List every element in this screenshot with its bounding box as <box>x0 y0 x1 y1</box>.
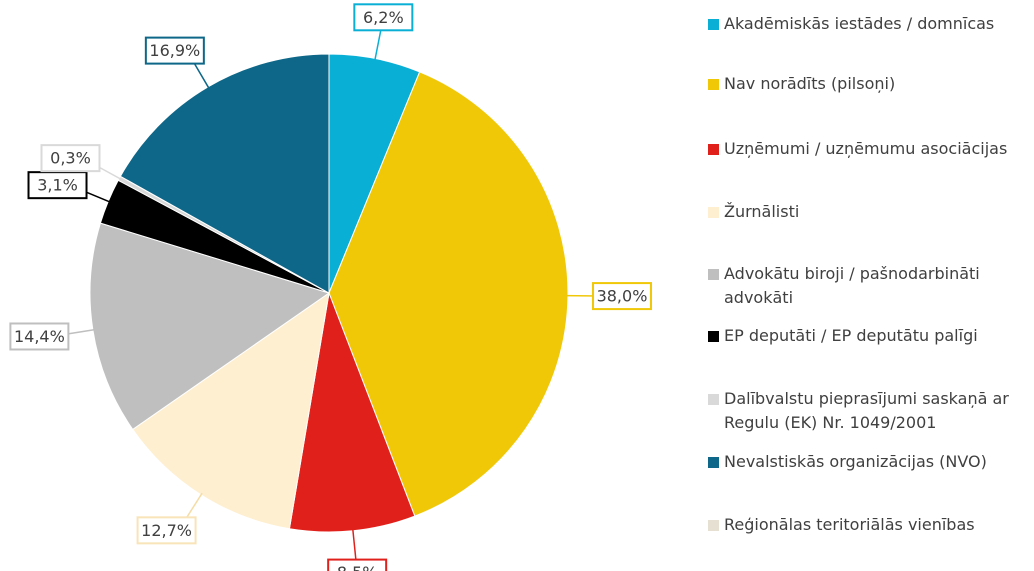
label-box <box>136 516 197 545</box>
label-box <box>327 558 388 571</box>
legend-item: Akadēmiskās iestādes / domnīcas <box>708 12 1028 36</box>
data-label: 14,4% <box>14 327 65 346</box>
legend-swatch <box>708 144 719 155</box>
data-label: 16,9% <box>149 41 200 60</box>
legend-label: Nevalstiskās organizācijas (NVO) <box>724 452 987 471</box>
legend-swatch <box>708 79 719 90</box>
label-box <box>591 282 652 311</box>
label-box <box>27 171 88 200</box>
label-box <box>353 3 414 32</box>
legend-item: Nav norādīts (pilsoņi) <box>708 72 1028 96</box>
legend-label: Nav norādīts (pilsoņi) <box>724 74 896 93</box>
data-label: 6,2% <box>363 8 404 27</box>
legend-item: Žurnālisti <box>708 200 1028 224</box>
legend-swatch <box>708 520 719 531</box>
legend-item: Reģionālas teritoriālās vienības <box>708 513 1028 537</box>
legend-item: Nevalstiskās organizācijas (NVO) <box>708 450 1028 474</box>
data-label: 8,5% <box>337 563 378 571</box>
legend-swatch <box>708 331 719 342</box>
legend-label: Akadēmiskās iestādes / domnīcas <box>724 14 995 33</box>
label-box <box>144 36 205 65</box>
legend-label: Žurnālisti <box>724 202 800 221</box>
legend-swatch <box>708 457 719 468</box>
data-label: 38,0% <box>597 287 648 306</box>
legend-label: EP deputāti / EP deputātu palīgi <box>724 326 978 345</box>
legend-label: Dalībvalstu pieprasījumi saskaņā ar Regu… <box>724 389 1009 432</box>
legend-label: Uzņēmumi / uzņēmumu asociācijas <box>724 139 1008 158</box>
legend-item: Advokātu biroji / pašnodarbināti advokāt… <box>708 262 1028 310</box>
legend-swatch <box>708 19 719 30</box>
legend-swatch <box>708 394 719 405</box>
label-box <box>9 322 70 351</box>
legend-label: Advokātu biroji / pašnodarbināti advokāt… <box>724 264 980 307</box>
legend-item: Dalībvalstu pieprasījumi saskaņā ar Regu… <box>708 387 1028 435</box>
legend-item: Uzņēmumi / uzņēmumu asociācijas <box>708 137 1028 161</box>
legend-swatch <box>708 269 719 280</box>
data-label: 12,7% <box>141 521 192 540</box>
legend-item: EP deputāti / EP deputātu palīgi <box>708 324 1028 348</box>
data-label: 0,3% <box>50 149 91 168</box>
legend-swatch <box>708 207 719 218</box>
legend-label: Reģionālas teritoriālās vienības <box>724 515 975 534</box>
data-label: 3,1% <box>37 176 78 195</box>
label-box <box>40 144 101 173</box>
